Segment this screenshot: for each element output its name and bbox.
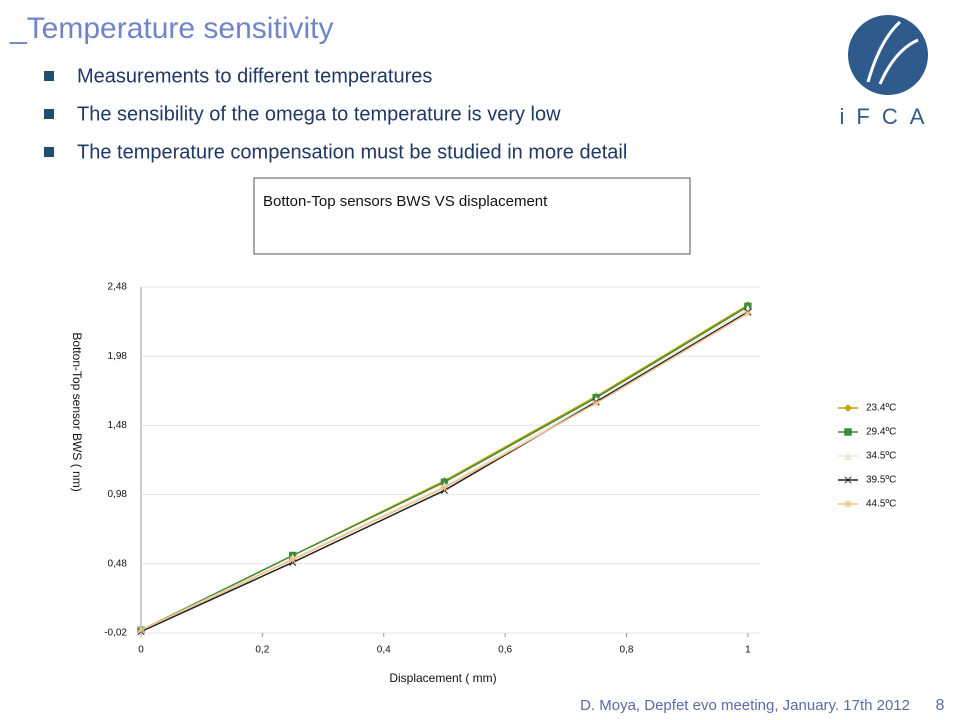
legend-label: 23.4ºC [866, 403, 896, 414]
bullet-text: Measurements to different temperatures [77, 65, 432, 87]
series-line [140, 308, 749, 631]
legend-label: 44.5ºC [866, 499, 896, 510]
marker [744, 309, 752, 317]
bullet-text: The sensibility of the omega to temperat… [77, 103, 561, 125]
slide-title: _Temperature sensitivity [9, 12, 333, 45]
chart-title: Botton-Top sensors BWS VS displacement [263, 193, 548, 210]
logo-text: iFCA [840, 104, 937, 129]
bullet-marker [44, 147, 54, 157]
x-tick-label: 1 [745, 645, 751, 656]
y-tick-label: 1,98 [108, 351, 128, 362]
logo-circle [848, 15, 928, 95]
x-tick-label: 0,4 [377, 645, 391, 656]
x-tick-label: 0,6 [498, 645, 512, 656]
marker [137, 626, 145, 634]
legend-label: 39.5ºC [866, 475, 896, 486]
marker [440, 484, 448, 492]
y-tick-label: 0,98 [108, 489, 128, 500]
bullet-text: The temperature compensation must be stu… [77, 141, 627, 163]
marker [844, 428, 852, 436]
y-axis-label: Botton-Top sensor BWS ( nm) [70, 332, 84, 491]
x-tick-label: 0 [138, 645, 144, 656]
marker [844, 476, 852, 484]
logo-mark [866, 20, 919, 85]
marker [844, 500, 852, 508]
y-tick-label: 0,48 [108, 558, 128, 569]
footer: D. Moya, Depfet evo meeting, January. 17… [580, 697, 910, 714]
marker [843, 451, 853, 460]
y-tick-label: 1,48 [108, 420, 128, 431]
x-tick-label: 0,8 [620, 645, 634, 656]
x-axis-label: Displacement ( mm) [389, 671, 496, 685]
legend-label: 34.5ºC [866, 451, 896, 462]
y-tick-label: -0,02 [104, 628, 127, 639]
x-tick-label: 0,2 [255, 645, 269, 656]
marker [844, 404, 852, 412]
marker [289, 556, 297, 564]
y-tick-label: 2,48 [108, 282, 128, 293]
bullet-marker [44, 71, 54, 81]
page-number: 8 [936, 697, 945, 714]
chart-title-box [253, 177, 691, 255]
marker [592, 399, 600, 407]
series-line [140, 305, 749, 631]
bullet-marker [44, 109, 54, 119]
series-line [140, 304, 749, 631]
legend-label: 29.4ºC [866, 427, 896, 438]
